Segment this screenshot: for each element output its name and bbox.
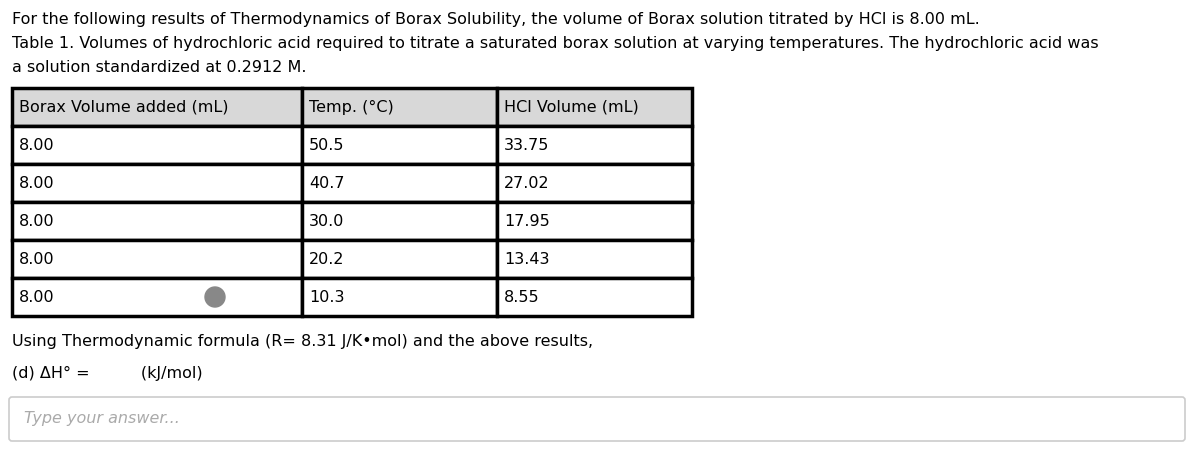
Bar xyxy=(302,164,497,202)
Bar xyxy=(12,164,302,202)
Circle shape xyxy=(205,287,226,307)
FancyBboxPatch shape xyxy=(10,397,1186,441)
Bar xyxy=(497,202,692,240)
Bar xyxy=(12,278,302,316)
Bar xyxy=(302,88,497,126)
Text: 8.00: 8.00 xyxy=(19,213,55,228)
Text: 8.55: 8.55 xyxy=(504,289,540,304)
Bar xyxy=(302,126,497,164)
Text: 50.5: 50.5 xyxy=(310,137,344,152)
Bar xyxy=(497,126,692,164)
Bar xyxy=(12,202,302,240)
Bar xyxy=(12,126,302,164)
Text: a solution standardized at 0.2912 M.: a solution standardized at 0.2912 M. xyxy=(12,60,306,75)
Bar xyxy=(12,240,302,278)
Text: For the following results of Thermodynamics of Borax Solubility, the volume of B: For the following results of Thermodynam… xyxy=(12,12,979,27)
Text: Table 1. Volumes of hydrochloric acid required to titrate a saturated borax solu: Table 1. Volumes of hydrochloric acid re… xyxy=(12,36,1099,51)
Text: 20.2: 20.2 xyxy=(310,252,344,267)
Text: (d) ΔH° =          (kJ/mol): (d) ΔH° = (kJ/mol) xyxy=(12,366,203,381)
Text: Using Thermodynamic formula (R= 8.31 J/K•mol) and the above results,: Using Thermodynamic formula (R= 8.31 J/K… xyxy=(12,334,593,349)
Text: Type your answer...: Type your answer... xyxy=(24,411,180,426)
Bar xyxy=(497,88,692,126)
Text: HCl Volume (mL): HCl Volume (mL) xyxy=(504,100,638,115)
Text: 8.00: 8.00 xyxy=(19,176,55,191)
Bar xyxy=(302,202,497,240)
Text: Borax Volume added (mL): Borax Volume added (mL) xyxy=(19,100,228,115)
Text: 8.00: 8.00 xyxy=(19,252,55,267)
Bar xyxy=(497,164,692,202)
Bar xyxy=(497,240,692,278)
Text: 40.7: 40.7 xyxy=(310,176,344,191)
Bar xyxy=(302,278,497,316)
Text: Temp. (°C): Temp. (°C) xyxy=(310,100,394,115)
Bar xyxy=(12,88,302,126)
Bar xyxy=(497,278,692,316)
Text: 27.02: 27.02 xyxy=(504,176,550,191)
Text: 8.00: 8.00 xyxy=(19,289,55,304)
Text: 30.0: 30.0 xyxy=(310,213,344,228)
Text: 10.3: 10.3 xyxy=(310,289,344,304)
Bar xyxy=(302,240,497,278)
Text: 13.43: 13.43 xyxy=(504,252,550,267)
Text: 33.75: 33.75 xyxy=(504,137,550,152)
Text: 17.95: 17.95 xyxy=(504,213,550,228)
Text: 8.00: 8.00 xyxy=(19,137,55,152)
